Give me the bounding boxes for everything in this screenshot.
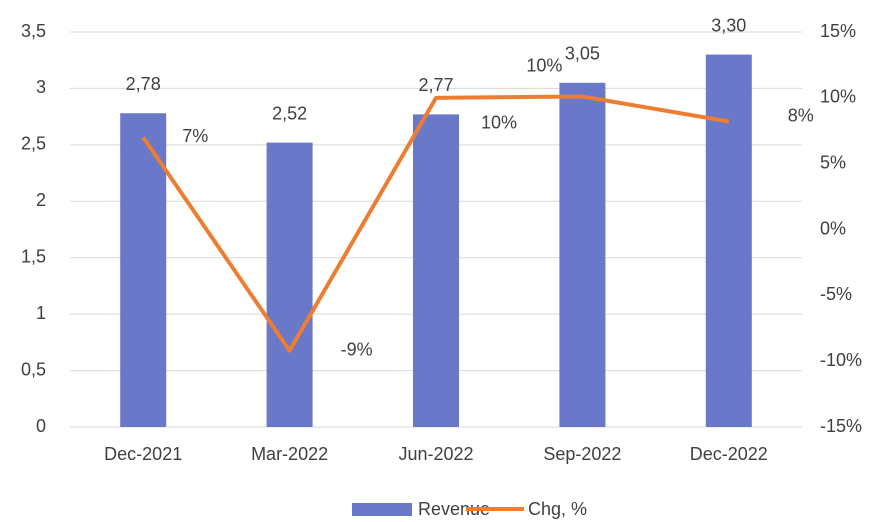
y-tick-label: 3,5 — [21, 21, 46, 41]
y2-tick-label: 10% — [820, 87, 856, 107]
y2-tick-label: -15% — [820, 416, 862, 436]
y-tick-label: 2 — [36, 190, 46, 210]
line-value-label: 8% — [788, 105, 814, 125]
x-tick-label: Sep-2022 — [543, 444, 621, 464]
line-value-label: 10% — [481, 113, 517, 133]
bar — [559, 82, 606, 428]
legend-label: Chg, % — [528, 499, 587, 519]
line-value-label: 10% — [526, 55, 562, 75]
bar — [413, 114, 459, 427]
y2-tick-label: 0% — [820, 218, 846, 238]
y-tick-label: 3 — [36, 77, 46, 97]
y-tick-label: 0 — [36, 416, 46, 436]
x-tick-label: Jun-2022 — [398, 444, 473, 464]
line-value-label: 7% — [182, 126, 208, 146]
y2-tick-label: 5% — [820, 152, 846, 172]
legend-swatch — [352, 503, 412, 516]
y2-tick-label: -10% — [820, 350, 862, 370]
y-tick-label: 1,5 — [21, 246, 46, 266]
y-tick-label: 1 — [36, 303, 46, 323]
x-tick-label: Dec-2022 — [690, 444, 768, 464]
y-tick-label: 0,5 — [21, 359, 46, 379]
line-value-label: -9% — [341, 339, 373, 359]
y2-tick-label: 15% — [820, 21, 856, 41]
bar-value-label: 3,05 — [565, 44, 600, 64]
bar-value-label: 2,77 — [418, 75, 453, 95]
bar-value-label: 2,78 — [126, 74, 161, 94]
line — [141, 94, 730, 353]
bar-value-label: 3,30 — [711, 15, 746, 35]
y2-tick-label: -5% — [820, 284, 852, 304]
x-tick-label: Dec-2021 — [104, 444, 182, 464]
legend-label: Revenue — [418, 499, 490, 519]
bar-value-label: 2,52 — [272, 103, 307, 123]
bar — [266, 142, 313, 427]
bar — [705, 54, 752, 427]
bar — [120, 113, 167, 427]
y-tick-label: 2,5 — [21, 134, 46, 154]
x-tick-label: Mar-2022 — [251, 444, 328, 464]
